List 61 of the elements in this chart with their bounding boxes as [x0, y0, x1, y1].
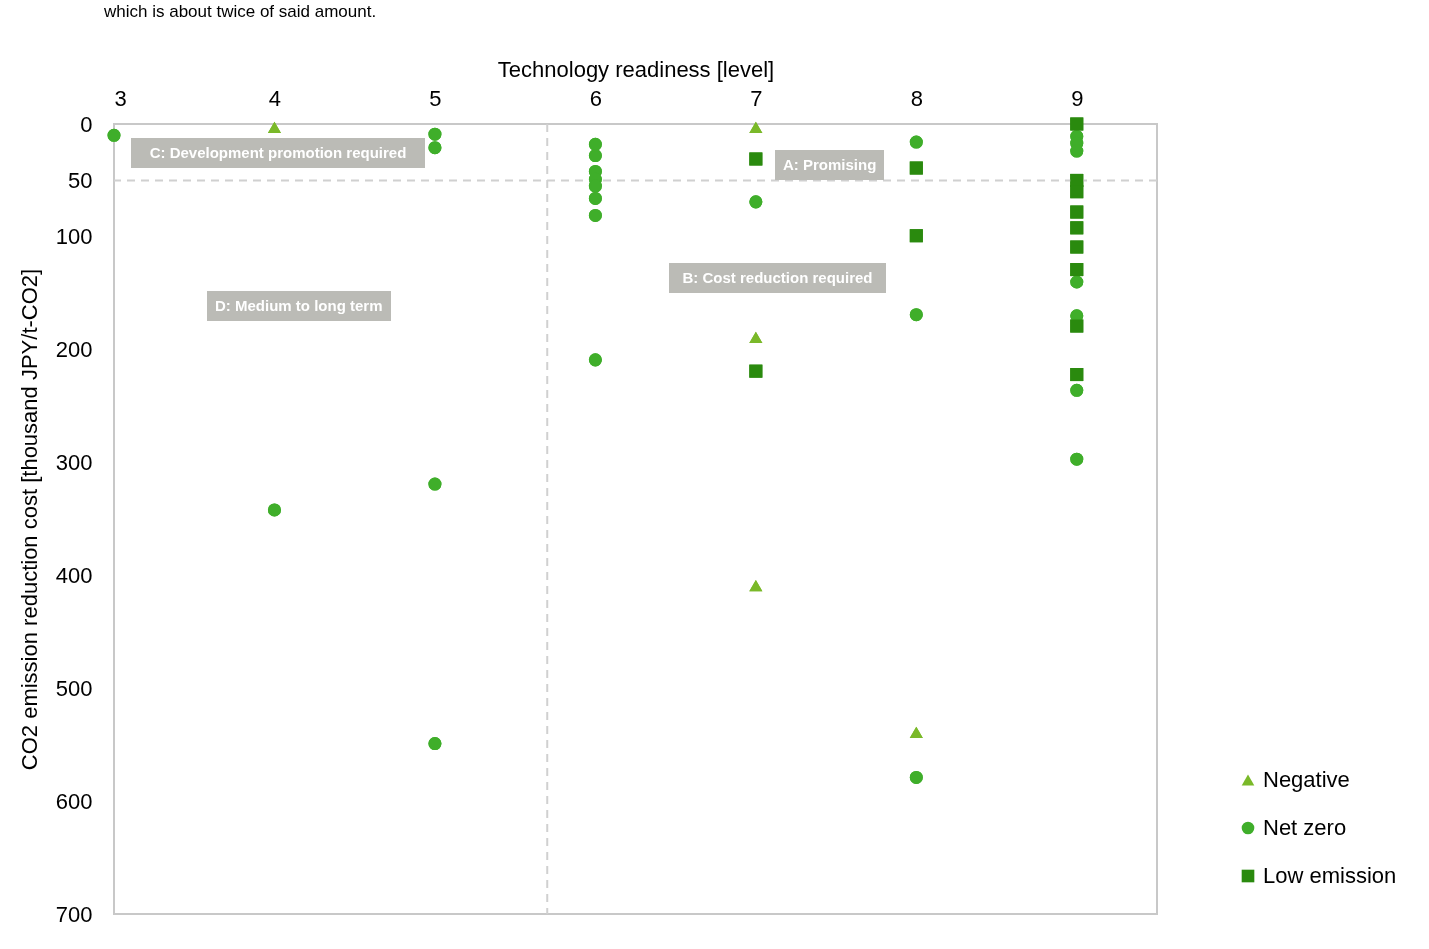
annotation: B: Cost reduction required [669, 263, 886, 293]
point [1070, 240, 1084, 254]
point [588, 191, 602, 205]
legend-label: Net zero [1263, 815, 1347, 840]
legend-label: Negative [1263, 767, 1350, 792]
point [107, 128, 121, 142]
point [428, 127, 442, 141]
y-tick-label: 700 [55, 901, 93, 927]
y-tick-label: 300 [55, 450, 93, 476]
point [588, 149, 602, 163]
legend-label: Low emission [1263, 863, 1397, 888]
y-tick-label: 600 [55, 788, 93, 814]
point [428, 477, 442, 491]
point [267, 503, 281, 517]
point [749, 121, 763, 134]
point [749, 152, 763, 166]
point [909, 135, 923, 149]
y-tick-label: 500 [55, 675, 93, 701]
y-tick-label: 50 [68, 167, 93, 193]
point [1070, 275, 1084, 289]
x-tick-label: 5 [429, 85, 442, 111]
point [428, 141, 442, 155]
point [1070, 221, 1084, 235]
point [1070, 452, 1084, 466]
point [909, 770, 923, 784]
point [749, 579, 763, 592]
annotation: A: Promising [775, 150, 885, 180]
point [749, 195, 763, 209]
y-tick-label: 400 [55, 562, 93, 588]
x-tick-label: 3 [114, 85, 127, 111]
y-axis-title: CO2 emission reduction cost [thousand JPY/t-CO2] [16, 268, 42, 771]
x-tick-label: 7 [750, 85, 763, 111]
x-tick-label: 6 [589, 85, 603, 111]
y-tick-label: 100 [55, 224, 93, 250]
point [909, 161, 923, 175]
y-tick-label: 200 [55, 337, 93, 363]
point [1070, 263, 1084, 277]
point [588, 208, 602, 222]
point [588, 353, 602, 367]
point [1070, 185, 1084, 199]
point [749, 364, 763, 378]
y-tick-label: 0 [80, 111, 93, 137]
x-tick-label: 4 [268, 85, 282, 111]
point [909, 229, 923, 243]
point [1070, 205, 1084, 219]
text: which is about twice of said amount. [104, 2, 377, 22]
point [267, 121, 281, 134]
point [428, 737, 442, 751]
x-tick-label: 9 [1071, 85, 1084, 111]
point [909, 726, 923, 738]
point [749, 331, 763, 343]
point [1070, 117, 1084, 131]
point [588, 137, 602, 151]
annotation: C: Development promotion required [131, 138, 425, 168]
annotation: D: Medium to long term [207, 291, 391, 321]
x-tick-label: 8 [910, 85, 923, 111]
point [909, 308, 923, 322]
point [1070, 383, 1084, 397]
x-axis-title: Technology readiness [level] [497, 56, 775, 82]
point [1070, 368, 1084, 382]
point [1070, 319, 1084, 333]
